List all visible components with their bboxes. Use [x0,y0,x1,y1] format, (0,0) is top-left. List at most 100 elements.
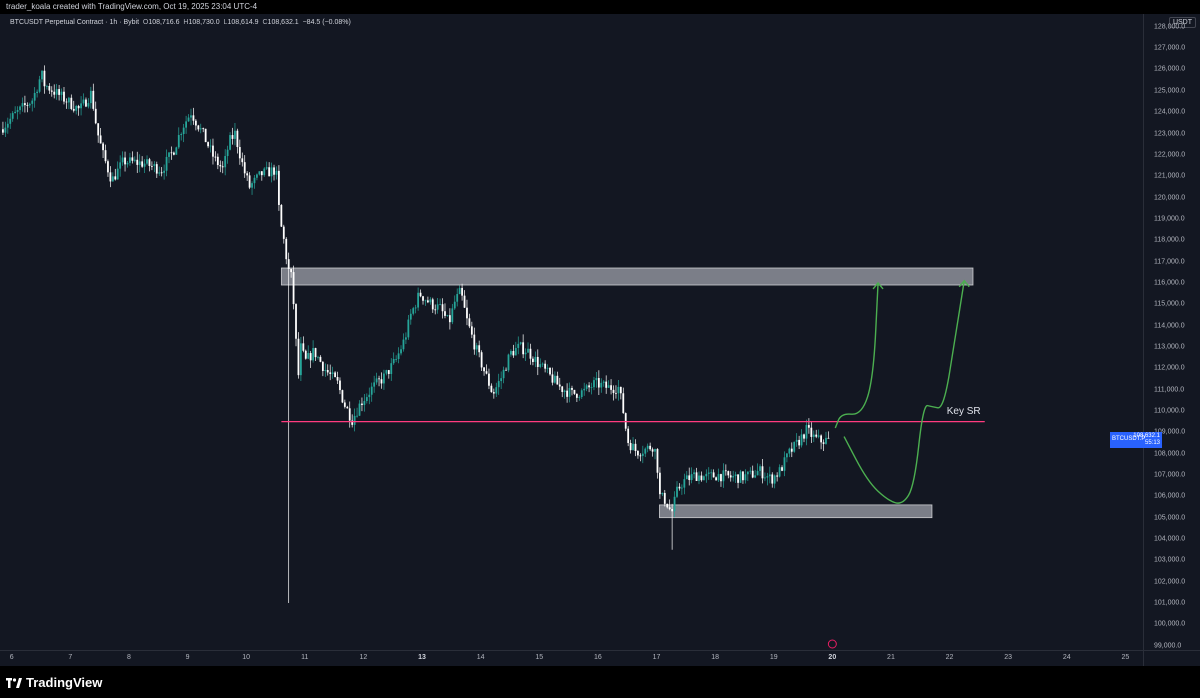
candle-body [260,171,263,176]
candle-body [639,455,642,457]
candle-body [436,304,439,310]
candle-body [566,390,569,397]
candle-body [732,476,735,478]
candle-body [334,372,336,378]
candle-body [590,387,593,388]
candle-body [470,326,473,335]
price-tick: 118,000.0 [1154,236,1185,244]
candle-body [14,111,17,114]
candle-body [275,170,278,175]
candle-body [541,363,544,365]
candle-body [265,167,268,169]
candle-body [256,174,258,178]
time-tick: 6 [9,654,14,661]
candle-body [224,156,227,168]
candle-body [746,471,749,475]
price-chart[interactable] [0,14,1143,650]
candle-body [55,89,58,95]
candle-body [378,378,380,380]
low-value: 108,614.9 [227,19,259,26]
candle-body [683,479,686,488]
chart-pane[interactable]: BTCUSDT Perpetual Contract · 1h · Bybit … [0,14,1143,650]
candle-body [649,445,652,450]
candle-body [148,159,151,166]
candle-body [302,343,305,351]
candle-body [153,164,156,166]
candle-body [165,156,168,171]
candle-body [610,385,612,390]
candle-body [9,118,12,124]
open-value: 108,716.6 [148,19,180,26]
price-axis[interactable]: USDT 128,000.0 127,000.0 126,000.0 125,000.… [1143,14,1200,650]
candle-body [297,338,300,376]
candle-body [390,363,393,374]
candle-body [234,130,236,139]
candle-body [578,397,581,398]
candle-body [104,150,107,162]
candle-body [688,475,691,481]
currency-badge[interactable]: USDT [1168,17,1196,28]
candle-body [45,86,48,87]
candle-body [307,353,310,359]
candle-body [121,157,124,163]
price-tick: 108,000.0 [1154,450,1186,458]
time-tick: 21 [887,654,895,661]
candle-body [820,435,823,443]
candle-body [41,70,43,80]
candle-body [190,115,192,118]
candle-body [287,259,290,269]
candle-body [805,425,808,439]
price-tick: 103,000.0 [1154,556,1186,564]
candle-body [141,161,144,167]
candle-body [82,99,85,104]
bar-countdown: 55:13 [1144,440,1160,447]
candle-body [129,157,131,163]
candle-body [629,442,632,451]
candle-body [707,472,710,474]
candle-body [241,158,244,163]
projection-arrow-1 [843,280,965,504]
candle-body [761,466,764,479]
candle-body [571,387,573,390]
candle-body [309,353,312,361]
candle-body [646,445,649,449]
candle-body [751,470,754,478]
candle-body [75,105,78,111]
candle-body [632,443,634,451]
candle-body [495,387,498,394]
candle-body [798,439,801,446]
candle-body [238,147,241,159]
candle-body [175,147,178,155]
candle-body [737,474,739,483]
candle-body [492,392,495,394]
candle-body [33,93,36,101]
footer: TradingView [0,666,1200,698]
candle-body [16,110,19,112]
candle-body [568,387,571,397]
candle-body [722,470,725,482]
time-tick: 7 [68,654,73,661]
candle-body [270,167,273,177]
candle-body [402,339,405,350]
time-axis[interactable]: 6 7 8 9 10 11 12 13 14 15 16 17 18 19 20 21 22 23 24 25 [0,650,1143,666]
candle-body [185,121,188,128]
candle-body [615,392,617,394]
candle-body [544,363,547,369]
candle-body [2,129,4,133]
candle-body [133,159,136,161]
candle-body [488,373,490,386]
time-tick: 23 [1004,654,1013,661]
candle-body [549,367,551,375]
price-tick: 100,000.0 [1154,620,1186,628]
candle-body [253,177,256,184]
candle-body [356,415,358,417]
price-tick: 111,000.0 [1154,386,1185,394]
candle-body [673,496,676,512]
price-tick: 102,000.0 [1154,578,1186,586]
time-tick: 12 [359,654,368,661]
candle-body [187,117,190,122]
close-label: C [262,19,268,26]
candle-body [375,378,378,383]
time-tick: 11 [301,654,309,661]
candle-body [4,127,7,133]
